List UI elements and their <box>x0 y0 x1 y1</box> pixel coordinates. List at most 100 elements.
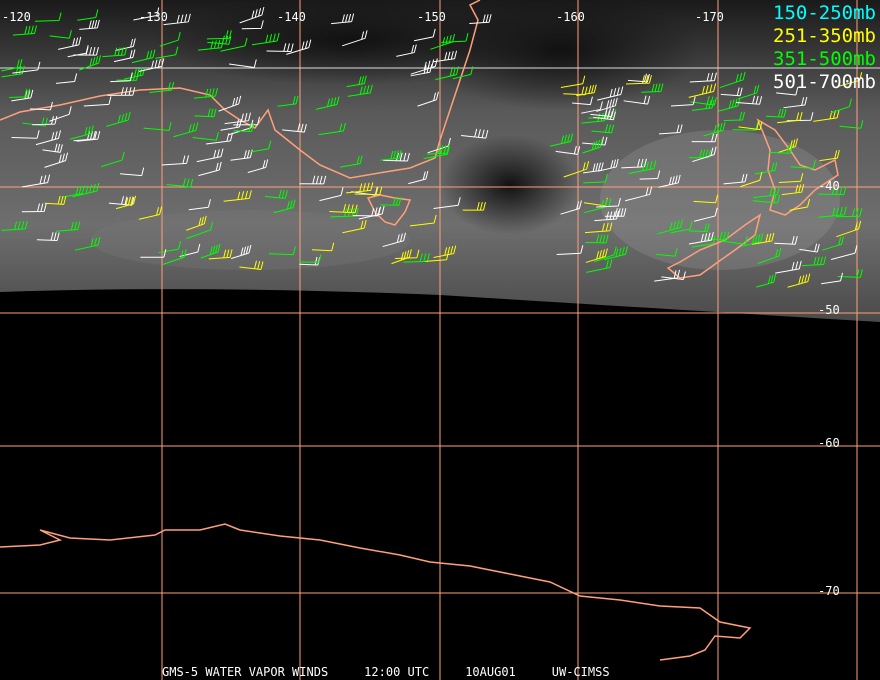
wind-barb <box>198 161 222 177</box>
wind-barb <box>831 245 858 260</box>
wind-barb <box>186 221 214 240</box>
wind-barb <box>581 112 608 124</box>
wind-barb <box>718 97 741 112</box>
wind-barb <box>426 144 450 155</box>
wind-barb <box>582 138 603 154</box>
pressure-legend: 150-250mb 251-350mb 351-500mb 501-700mb <box>773 2 876 94</box>
wind-barb <box>694 207 718 222</box>
wind-barb <box>273 199 296 214</box>
image-caption: GMS-5 WATER VAPOR WINDS 12:00 UTC 10AUG01 U… <box>162 665 646 679</box>
wind-barb <box>319 187 344 202</box>
wind-barb <box>207 35 232 45</box>
wind-barb <box>9 88 31 98</box>
wind-barb <box>550 133 574 147</box>
wind-barb <box>192 132 219 141</box>
wind-barb <box>239 260 264 270</box>
wind-barb <box>410 58 438 75</box>
wind-barb <box>220 118 242 131</box>
wind-barb <box>430 33 456 50</box>
wind-barb <box>318 122 346 136</box>
wind-barb <box>417 91 439 107</box>
wind-barb <box>22 174 51 188</box>
wind-barb <box>158 241 182 254</box>
wind-barb <box>583 173 608 184</box>
wind-barb <box>239 6 265 24</box>
wind-barb <box>110 72 133 83</box>
wind-barb <box>742 233 764 247</box>
wind-barb <box>593 110 616 121</box>
wind-barb <box>661 271 686 280</box>
wind-barb <box>69 125 94 140</box>
wind-barb <box>671 96 696 107</box>
wind-barb <box>556 245 584 256</box>
wind-barb <box>161 155 190 166</box>
legend-item: 251-350mb <box>773 25 876 47</box>
wind-barb <box>572 96 593 106</box>
wind-barb <box>776 86 799 96</box>
wind-barb <box>433 197 461 209</box>
wind-barb <box>835 208 863 218</box>
wind-barb <box>689 72 717 83</box>
wind-barb <box>584 197 612 214</box>
wind-barb <box>790 160 816 169</box>
wind-barb <box>432 50 458 63</box>
wind-barb <box>689 223 710 233</box>
wind-barb <box>299 254 322 263</box>
wind-barb <box>74 236 101 251</box>
wind-barb <box>1 59 23 72</box>
longitude-label: -140 <box>277 10 306 24</box>
wind-barb <box>452 66 474 80</box>
wind-barb <box>628 160 657 175</box>
wind-barb <box>819 150 840 162</box>
wind-barb <box>331 13 355 25</box>
wind-barb <box>124 66 146 80</box>
wind-barb <box>736 95 763 105</box>
wind-barb <box>836 220 862 238</box>
longitude-label: -150 <box>417 10 446 24</box>
wind-barb <box>596 197 621 208</box>
wind-barb <box>380 149 402 161</box>
wind-barb <box>778 173 804 183</box>
wind-barb <box>591 124 615 134</box>
wind-barb <box>704 231 730 241</box>
wind-barbs <box>1 6 864 288</box>
wind-barb <box>205 132 233 145</box>
wind-barb <box>233 123 255 133</box>
wind-barb <box>409 214 437 227</box>
coastline-antarctica <box>0 523 752 661</box>
wind-barb <box>382 152 410 162</box>
wind-barb <box>433 245 457 258</box>
wind-barb <box>340 155 363 168</box>
wind-barb <box>346 75 367 88</box>
wind-barb <box>754 162 778 175</box>
wind-barb <box>194 108 217 118</box>
wind-barb <box>42 143 63 153</box>
wind-barb <box>560 75 586 88</box>
wind-barb <box>658 174 681 188</box>
wind-barb <box>79 19 100 30</box>
wind-barb <box>140 249 167 258</box>
wind-barb <box>799 243 820 253</box>
wind-barb <box>753 186 780 199</box>
wind-barb <box>247 159 269 174</box>
wind-barb <box>107 87 136 96</box>
wind-barb <box>198 39 224 51</box>
wind-barb <box>188 199 211 211</box>
wind-barb <box>830 98 852 114</box>
wind-barb <box>35 130 62 146</box>
wind-barb <box>690 96 717 106</box>
wind-barb <box>751 232 775 245</box>
wind-barb <box>220 37 248 52</box>
wind-barb <box>689 149 712 159</box>
wind-barb <box>329 204 358 214</box>
wind-barb <box>576 84 597 97</box>
latitude-label: -70 <box>818 584 840 598</box>
wind-barb <box>639 170 661 180</box>
wind-barb <box>208 249 233 260</box>
wind-barb <box>821 272 844 285</box>
wind-barb <box>414 28 436 42</box>
wind-barb <box>603 246 629 261</box>
wind-barb <box>688 232 714 245</box>
